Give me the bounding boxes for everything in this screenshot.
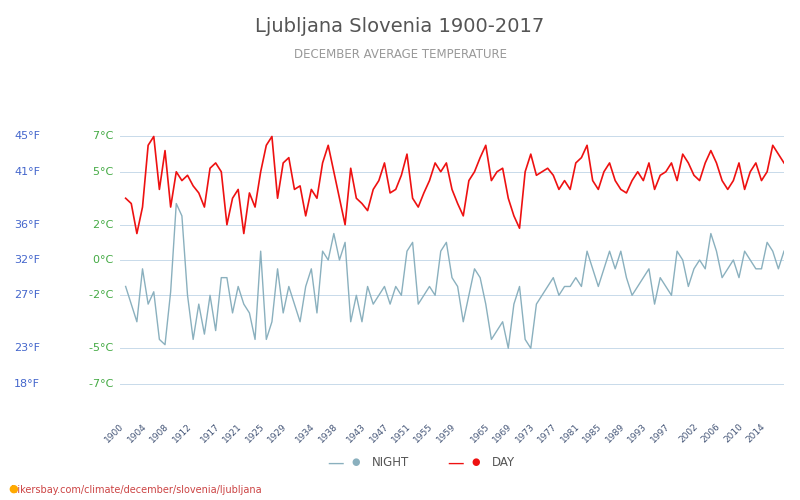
Text: 1993: 1993: [626, 422, 649, 444]
Text: 1925: 1925: [244, 422, 266, 444]
Text: ●: ●: [472, 458, 480, 468]
Text: ●: ●: [8, 484, 18, 494]
Text: 1959: 1959: [435, 422, 458, 444]
Text: 18°F: 18°F: [14, 378, 40, 388]
Text: 45°F: 45°F: [14, 132, 40, 141]
Text: DAY: DAY: [492, 456, 515, 469]
Text: 1985: 1985: [582, 422, 604, 444]
Text: 1938: 1938: [317, 422, 339, 444]
Text: 1917: 1917: [198, 422, 222, 444]
Text: 1900: 1900: [103, 422, 126, 444]
Text: 7°C: 7°C: [93, 132, 117, 141]
Text: 1965: 1965: [469, 422, 491, 444]
Text: 5°C: 5°C: [93, 167, 117, 177]
Text: 1947: 1947: [367, 422, 390, 444]
Text: 2°C: 2°C: [93, 220, 117, 230]
Text: 23°F: 23°F: [14, 343, 40, 353]
Text: 32°F: 32°F: [14, 255, 40, 265]
Text: 1997: 1997: [649, 422, 671, 444]
Text: 1904: 1904: [126, 422, 148, 444]
Text: 0°C: 0°C: [93, 255, 117, 265]
Text: —: —: [448, 454, 464, 471]
Text: NIGHT: NIGHT: [372, 456, 410, 469]
Text: Ljubljana Slovenia 1900-2017: Ljubljana Slovenia 1900-2017: [255, 18, 545, 36]
Text: 2010: 2010: [722, 422, 745, 444]
Text: 1969: 1969: [491, 422, 514, 444]
Text: 27°F: 27°F: [14, 290, 40, 300]
Text: 2014: 2014: [745, 422, 767, 444]
Text: 1934: 1934: [294, 422, 317, 444]
Text: 1955: 1955: [413, 422, 435, 444]
Text: —: —: [328, 454, 344, 471]
Text: 2006: 2006: [699, 422, 722, 444]
Text: ●: ●: [352, 458, 360, 468]
Text: 1981: 1981: [558, 422, 582, 444]
Text: 1908: 1908: [148, 422, 170, 444]
Text: DECEMBER AVERAGE TEMPERATURE: DECEMBER AVERAGE TEMPERATURE: [294, 48, 506, 60]
Text: 1921: 1921: [222, 422, 244, 444]
Text: 1977: 1977: [536, 422, 559, 444]
Text: -7°C: -7°C: [89, 378, 117, 388]
Text: 1943: 1943: [345, 422, 367, 444]
Text: 1973: 1973: [514, 422, 537, 444]
Text: 36°F: 36°F: [14, 220, 40, 230]
Text: -5°C: -5°C: [89, 343, 117, 353]
Text: 1912: 1912: [170, 422, 193, 444]
Text: hikersbay.com/climate/december/slovenia/ljubljana: hikersbay.com/climate/december/slovenia/…: [8, 485, 262, 495]
Text: 2002: 2002: [677, 422, 699, 444]
Text: 1929: 1929: [266, 422, 289, 444]
Text: 1951: 1951: [390, 422, 413, 444]
Text: 41°F: 41°F: [14, 167, 40, 177]
Text: 1989: 1989: [604, 422, 626, 444]
Text: -2°C: -2°C: [89, 290, 117, 300]
